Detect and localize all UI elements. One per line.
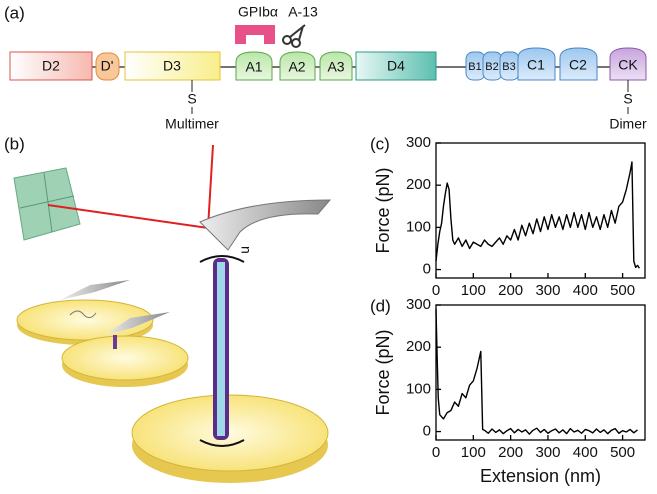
y-tick-label: 200 <box>406 176 431 193</box>
scissors-icon <box>283 25 305 47</box>
domain-label: CK <box>618 57 638 73</box>
domain-label: B2 <box>485 61 498 73</box>
x-tick-label: 300 <box>535 444 560 461</box>
y-tick-label: 0 <box>423 261 431 278</box>
dimer-label: Dimer <box>609 116 647 132</box>
y-tick-label: 100 <box>406 218 431 235</box>
y-axis-label: Force (pN) <box>373 167 393 253</box>
cantilever <box>200 200 330 250</box>
panel-label: (b) <box>4 134 25 153</box>
y-axis-label: Force (pN) <box>373 329 393 415</box>
x-tick-label: 300 <box>535 282 560 299</box>
domain-label: D4 <box>387 58 405 74</box>
panel-label: (d) <box>370 296 391 315</box>
y-tick-label: 300 <box>406 134 431 151</box>
plot-frame <box>436 143 645 278</box>
x-tick-label: 500 <box>610 282 635 299</box>
domain-label: B1 <box>468 61 481 73</box>
x-tick-label: 0 <box>432 444 440 461</box>
panel-label: (c) <box>370 134 390 153</box>
x-tick-label: 200 <box>498 444 523 461</box>
multimer-label: Multimer <box>165 116 219 132</box>
figure: (a) D2 D' D3 A1 A2 A3 D4 B1 B2 B3 C1 C2 … <box>0 0 657 494</box>
domain-label: D2 <box>42 58 60 74</box>
detector <box>14 168 80 240</box>
domain-label: C1 <box>527 57 545 73</box>
molecule-core <box>217 262 225 436</box>
cantilever <box>60 280 130 300</box>
domain-label: A3 <box>327 59 344 75</box>
protease-label: A-13 <box>288 4 318 20</box>
panel-b: (b) n <box>4 134 330 483</box>
panel-a: (a) D2 D' D3 A1 A2 A3 D4 B1 B2 B3 C1 C2 … <box>4 3 647 131</box>
receptor-icon <box>235 25 275 44</box>
domain-label: D' <box>101 58 114 74</box>
force-trace <box>436 309 638 434</box>
force-arrow-label: n <box>238 246 254 254</box>
plot-frame <box>436 305 645 440</box>
disc <box>62 336 188 380</box>
y-tick-label: 200 <box>406 338 431 355</box>
x-axis-label: Extension (nm) <box>480 466 601 486</box>
x-tick-label: 0 <box>432 282 440 299</box>
domain-label: A1 <box>245 59 262 75</box>
domain-label: D3 <box>163 58 181 74</box>
force-trace <box>436 162 639 268</box>
y-tick-label: 100 <box>406 380 431 397</box>
domain-label: B3 <box>502 61 515 73</box>
y-tick-label: 300 <box>406 296 431 313</box>
y-tick-label: 0 <box>423 423 431 440</box>
bond-label: S <box>623 91 632 107</box>
domain-label: C2 <box>569 57 587 73</box>
receptor-label: GPIbα <box>238 4 278 20</box>
x-tick-label: 100 <box>461 444 486 461</box>
bond-label: S <box>187 91 196 107</box>
x-tick-label: 500 <box>610 444 635 461</box>
x-tick-label: 400 <box>573 282 598 299</box>
domain-label: A2 <box>288 59 305 75</box>
panel-label: (a) <box>4 3 25 22</box>
x-tick-label: 400 <box>573 444 598 461</box>
disc <box>132 395 328 471</box>
x-tick-label: 200 <box>498 282 523 299</box>
x-tick-label: 100 <box>461 282 486 299</box>
